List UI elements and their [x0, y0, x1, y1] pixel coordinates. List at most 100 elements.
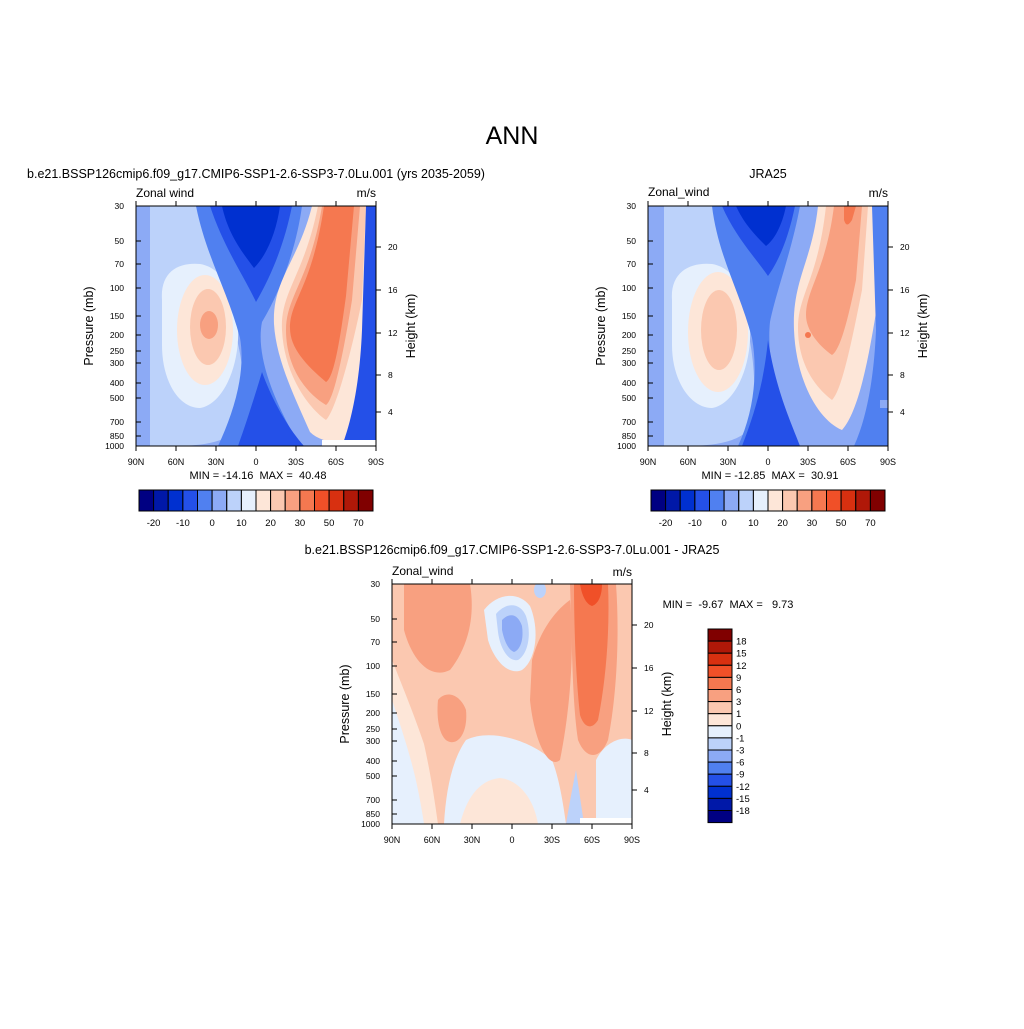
panel-model-y2-axis: 20 16 12 8 4 Height (km)	[376, 242, 418, 417]
y-tick-label: 500	[110, 393, 124, 403]
y-tick-label: 30	[371, 579, 381, 589]
y2-tick-label: 8	[644, 748, 649, 758]
y2-tick-label: 12	[388, 328, 398, 338]
panel-diff-units-label: m/s	[613, 565, 632, 579]
panel-diff-y-axis: 30 50 70 100 150 200 250 300 400 500 700…	[338, 579, 397, 829]
colorbar-label: 1	[736, 709, 741, 720]
y-tick-label: 100	[622, 283, 636, 293]
colorbar-label: 30	[807, 518, 818, 529]
y2-tick-label: 16	[388, 285, 398, 295]
colorbar-box	[707, 689, 733, 703]
y-tick-label: 150	[622, 311, 636, 321]
y2-tick-label: 4	[900, 407, 905, 417]
y-tick-label: 150	[366, 689, 380, 699]
contour-fill	[200, 311, 218, 339]
panel-model-y-axis: 30 50 70 100 150 200 250 300 400 500 700…	[82, 201, 141, 451]
colorbar-box	[255, 489, 272, 512]
contour-fill	[534, 584, 546, 598]
colorbar-box	[723, 489, 740, 512]
contour-fill	[712, 206, 800, 446]
colorbar-box	[707, 773, 733, 787]
panel-obs-title: JRA25	[749, 167, 787, 181]
y2-tick-label: 4	[388, 407, 393, 417]
x-tick-label: 30N	[464, 835, 481, 845]
colorbar-box	[707, 664, 733, 678]
y-axis-label: Pressure (mb)	[82, 286, 96, 365]
y2-tick-label: 20	[900, 242, 910, 252]
contour-fill	[844, 206, 856, 225]
x-tick-label: 60N	[168, 457, 185, 467]
y-tick-label: 400	[110, 378, 124, 388]
y-tick-label: 200	[110, 330, 124, 340]
x-tick-label: 90S	[368, 457, 384, 467]
y-tick-label: 850	[110, 431, 124, 441]
y-tick-label: 200	[366, 708, 380, 718]
x-tick-label: 30N	[208, 457, 225, 467]
panel-diff-y2-axis: 20 16 12 8 4 Height (km)	[632, 620, 674, 795]
y-tick-label: 700	[366, 795, 380, 805]
colorbar-box	[707, 652, 733, 666]
colorbar-box	[709, 489, 725, 512]
x-tick-label: 60S	[328, 457, 344, 467]
y-tick-label: 300	[622, 358, 636, 368]
colorbar-box	[167, 489, 184, 512]
y-axis-label: Pressure (mb)	[338, 664, 352, 743]
x-tick-label: 30S	[544, 835, 560, 845]
colorbar-box	[707, 810, 733, 824]
colorbar-label: 50	[324, 518, 335, 529]
y-tick-label: 400	[366, 756, 380, 766]
colorbar-box	[707, 797, 733, 812]
contour-fill	[566, 770, 584, 824]
colorbar-box	[299, 489, 315, 512]
colorbar-box	[782, 489, 798, 512]
contour-fill	[596, 738, 632, 824]
y-tick-label: 500	[622, 393, 636, 403]
colorbar-box	[240, 489, 257, 512]
colorbar-box	[826, 489, 842, 512]
colorbar-box	[707, 676, 733, 691]
x-tick-label: 30N	[720, 457, 737, 467]
panel-obs-contours	[648, 206, 888, 446]
y-tick-label: 250	[622, 346, 636, 356]
y-tick-label: 700	[622, 417, 636, 427]
colorbar-box	[707, 725, 733, 739]
contour-fill	[574, 584, 609, 727]
colorbar-label: 0	[736, 721, 741, 732]
y2-tick-label: 20	[644, 620, 654, 630]
colorbar-label: 12	[736, 661, 747, 672]
x-tick-label: 60N	[680, 457, 697, 467]
y-tick-label: 30	[115, 201, 125, 211]
colorbar-box	[226, 489, 242, 512]
panel-model-x-axis: 90N 60N 30N 0 30S 60S 90S	[128, 201, 384, 467]
contour-fill	[530, 600, 572, 762]
contour-fill	[460, 778, 538, 824]
contour-fill	[854, 206, 888, 446]
y-tick-label: 50	[627, 236, 637, 246]
colorbar-box	[284, 489, 301, 512]
y2-axis-label: Height (km)	[916, 294, 930, 359]
colorbar-label: -10	[176, 518, 190, 529]
colorbar-label: -20	[659, 518, 673, 529]
panel-obs-y-axis: 30 50 70 100 150 200 250 300 400 500 700…	[594, 201, 653, 451]
panel-diff-variable-label: Zonal_wind	[392, 564, 453, 578]
colorbar-label: 20	[777, 518, 788, 529]
contour-fill	[392, 700, 424, 824]
colorbar-label: 18	[736, 637, 747, 648]
colorbar-label: 30	[295, 518, 306, 529]
x-tick-label: 90N	[384, 835, 401, 845]
panel-obs-units-label: m/s	[869, 186, 888, 200]
y2-axis-label: Height (km)	[404, 294, 418, 359]
y-tick-label: 400	[622, 378, 636, 388]
panel-diff-title: b.e21.BSSP126cmip6.f09_g17.CMIP6-SSP1-2.…	[305, 543, 720, 557]
colorbar-label: -1	[736, 733, 744, 744]
panel-diff-contours	[392, 584, 632, 824]
colorbar-label: 20	[265, 518, 276, 529]
panel-diff-stats: MIN = -9.67 MAX = 9.73	[663, 599, 794, 611]
colorbar-box	[840, 489, 857, 512]
contour-fill	[806, 206, 862, 355]
colorbar-box	[211, 489, 228, 512]
colorbar-box	[707, 640, 733, 654]
y2-tick-label: 16	[900, 285, 910, 295]
x-tick-label: 90S	[880, 457, 896, 467]
contour-fill	[742, 340, 800, 446]
